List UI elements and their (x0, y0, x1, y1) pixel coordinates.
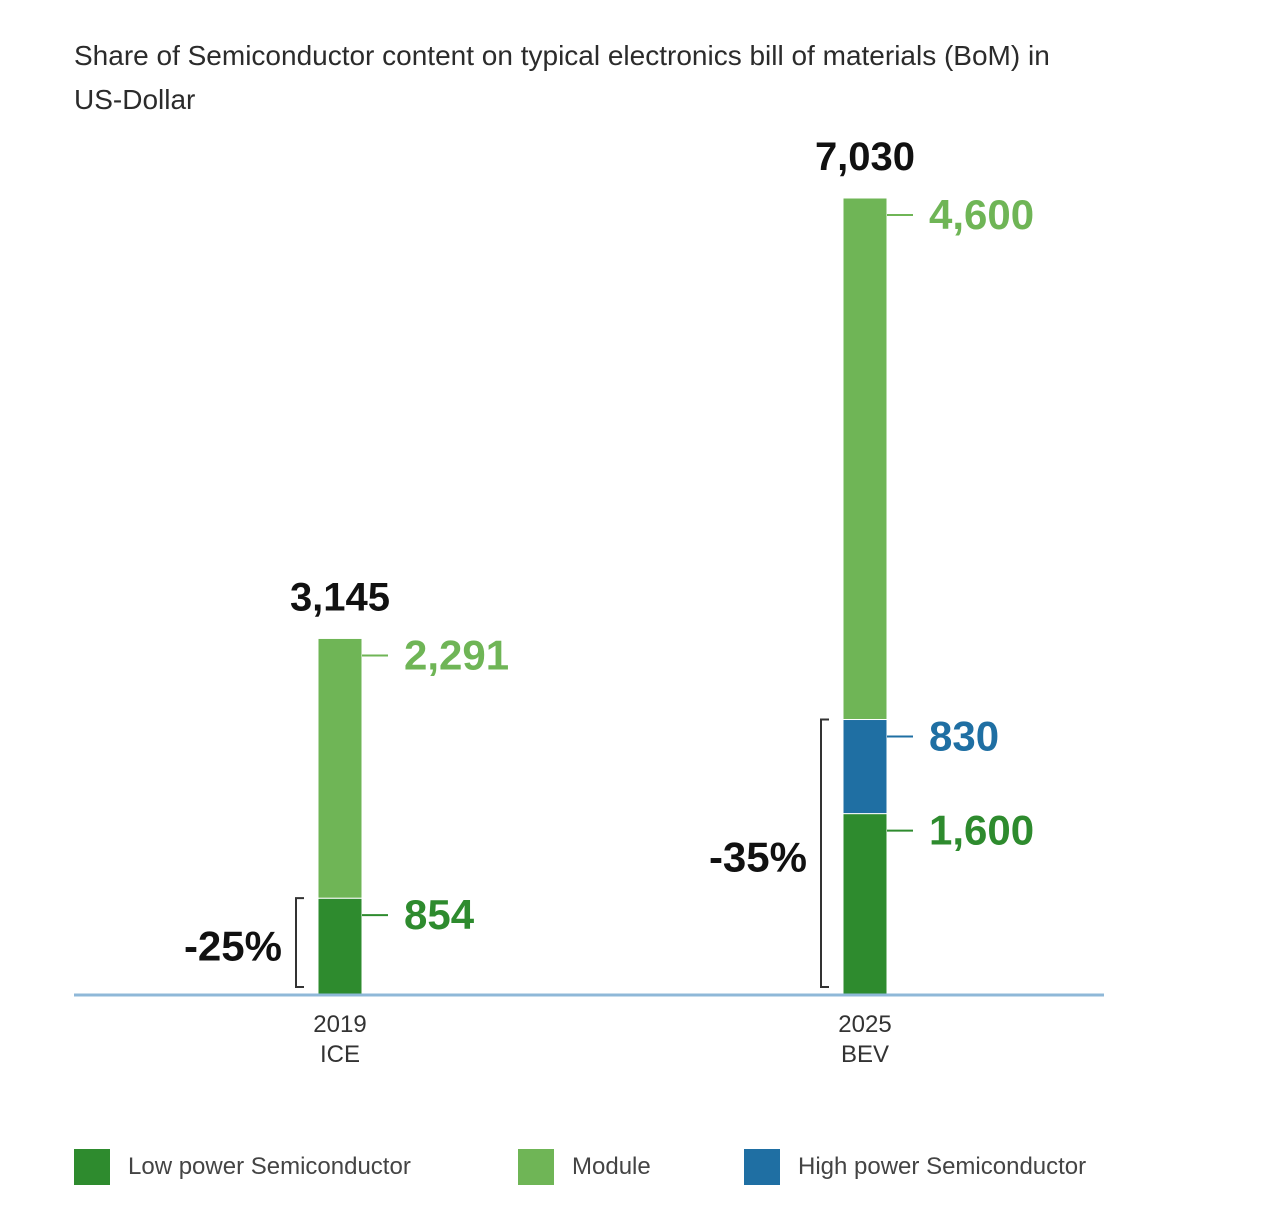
legend-item-high-power: High power Semiconductor (744, 1148, 1086, 1186)
total-label-2025: 7,030 (815, 135, 915, 179)
legend-item-module: Module (518, 1148, 651, 1186)
bar-low-2025 (842, 813, 888, 996)
tick-label-year-2025: 2025 (838, 1011, 891, 1038)
value-label-high-2025: 830 (929, 713, 999, 760)
total-label-2019: 3,145 (290, 575, 390, 619)
legend-swatch-module (518, 1149, 554, 1185)
value-label-module-2025: 4,600 (929, 191, 1034, 238)
legend-label-high-power: High power Semiconductor (798, 1153, 1087, 1180)
bracket-label-2025: -35% (709, 833, 807, 880)
tick-label-type-2019: ICE (320, 1041, 360, 1068)
value-label-low-2019: 854 (404, 891, 475, 938)
value-label-low-2025: 1,600 (929, 807, 1034, 854)
value-label-module-2019: 2,291 (404, 631, 509, 678)
bracket-2019 (295, 897, 304, 988)
bar-module-2025 (842, 197, 888, 721)
chart-title: Share of Semiconductor content on typica… (74, 40, 1050, 115)
legend-label-low-power: Low power Semiconductor (128, 1153, 411, 1180)
legend-swatch-low-power (74, 1149, 110, 1185)
legend: Low power Semiconductor Module High powe… (0, 1148, 1280, 1188)
legend-label-module: Module (572, 1153, 651, 1180)
bracket-2025 (820, 718, 829, 988)
legend-item-low-power: Low power Semiconductor (74, 1148, 411, 1186)
tick-label-year-2019: 2019 (313, 1011, 366, 1038)
bar-module-2019 (317, 637, 363, 899)
bracket-label-2019: -25% (184, 923, 282, 970)
legend-swatch-high-power (744, 1149, 780, 1185)
tick-label-type-2025: BEV (841, 1041, 889, 1068)
bar-high-2025 (842, 719, 888, 815)
bar-low-2019 (317, 897, 363, 996)
